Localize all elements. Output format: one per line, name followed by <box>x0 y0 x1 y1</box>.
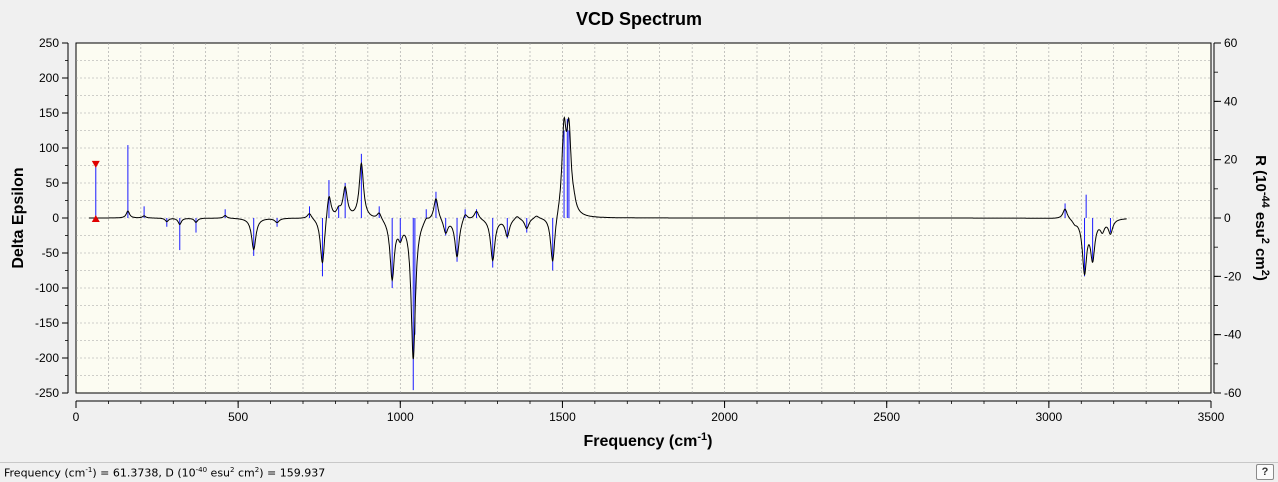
x-tick-label: 3000 <box>1036 410 1063 424</box>
y-left-axis-label: Delta Epsilon <box>10 167 27 268</box>
y-right-tick-label: -60 <box>1224 386 1242 400</box>
help-button[interactable]: ? <box>1256 464 1274 480</box>
status-part: esu <box>207 466 231 480</box>
status-part: ) = 61.3738, D (10 <box>92 466 196 480</box>
x-tick-label: 500 <box>228 410 248 424</box>
chart-canvas: 0 500 1000 1500 2000 2500 3000 3500250200150100… <box>10 9 1271 450</box>
y-left-tick-label: 200 <box>39 71 59 85</box>
status-part: ) = 159.937 <box>259 466 326 480</box>
y-left-tick-label: -250 <box>35 386 59 400</box>
y-left-tick-label: 0 <box>52 211 59 225</box>
status-sup: -1 <box>85 466 93 474</box>
status-bar: Frequency (cm-1) = 61.3738, D (10-40 esu… <box>0 462 1278 482</box>
status-sup: -40 <box>195 466 208 474</box>
y-right-axis-label: R (10-44 esu2 cm2) <box>1252 155 1271 281</box>
y-left-tick-label: -150 <box>35 316 59 330</box>
status-part: cm <box>234 466 255 480</box>
chart-title: VCD Spectrum <box>576 9 702 29</box>
x-tick-label: 1500 <box>549 410 576 424</box>
status-part: Frequency (cm <box>4 466 86 480</box>
y-left-tick-label: -200 <box>35 351 59 365</box>
y-left-tick-label: 250 <box>39 36 59 50</box>
y-right-tick-label: 40 <box>1224 94 1238 108</box>
y-right-tick-label: 20 <box>1224 153 1238 167</box>
status-sup: 2 <box>254 466 260 474</box>
vcd-chart: 0 500 1000 1500 2000 2500 3000 3500 250 200 150 100… <box>10 9 1271 450</box>
spectrum-line <box>89 116 1127 360</box>
y-left-tick-label: 50 <box>46 176 60 190</box>
marker-bottom <box>91 215 100 222</box>
x-tick-label: 0 <box>73 410 80 424</box>
x-tick-label: 3500 <box>1198 410 1225 424</box>
x-tick-label: 1000 <box>387 410 414 424</box>
y-left-tick-label: -100 <box>35 281 59 295</box>
status-sup: 2 <box>230 466 235 474</box>
x-tick-label: 2000 <box>711 410 738 424</box>
y-right-tick-label: 0 <box>1224 211 1231 225</box>
y-left-tick-label: 150 <box>39 106 59 120</box>
y-right-tick-label: -20 <box>1224 269 1242 283</box>
y-right-tick-label: 60 <box>1224 36 1238 50</box>
x-tick-label: 2500 <box>873 410 900 424</box>
y-right-tick-label: -40 <box>1224 328 1242 342</box>
marker-top <box>91 160 100 168</box>
status-readout: Frequency (cm-1) = 61.3738, D (10-40 esu… <box>4 466 325 480</box>
y-left-tick-label: 100 <box>39 141 59 155</box>
y-left-tick-label: -50 <box>42 246 60 260</box>
x-axis-label: Frequency (cm-1) <box>584 431 713 450</box>
